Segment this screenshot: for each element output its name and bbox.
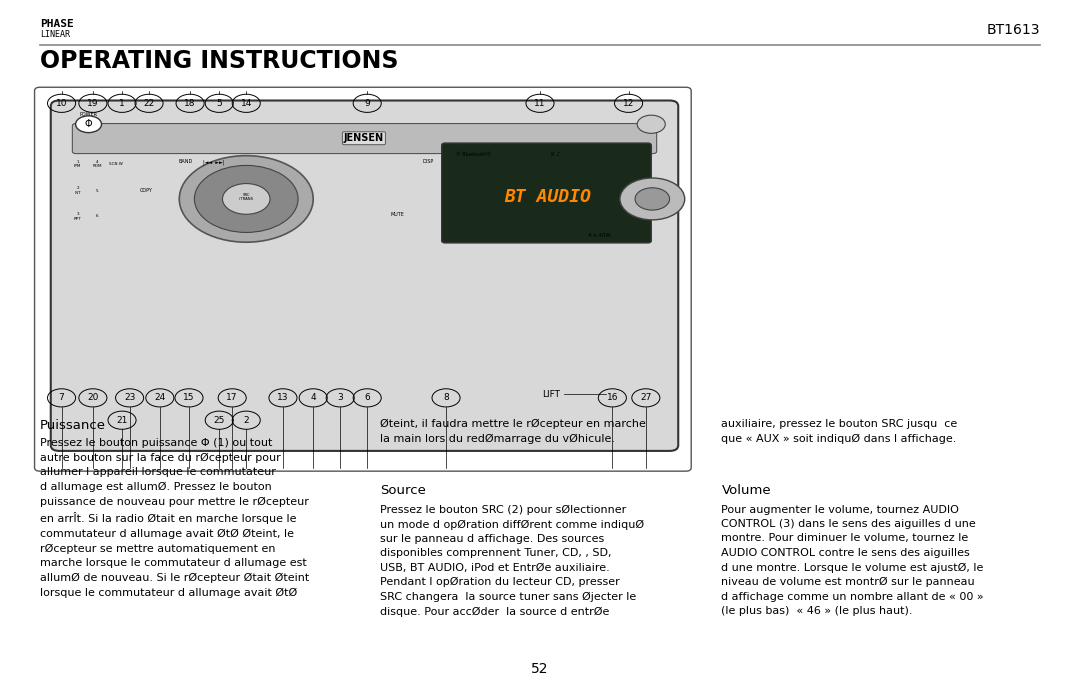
Text: POWER: POWER — [80, 112, 97, 117]
Text: Pressez le bouton puissance Φ (1) ou tout
autre bouton sur la face du rØcepteur : Pressez le bouton puissance Φ (1) ou tou… — [40, 438, 309, 597]
Text: 10: 10 — [56, 99, 67, 107]
Text: 22: 22 — [144, 99, 154, 107]
FancyBboxPatch shape — [442, 143, 651, 243]
Text: 14: 14 — [241, 99, 252, 107]
Text: 13: 13 — [278, 394, 288, 402]
Text: 27: 27 — [640, 394, 651, 402]
Text: Source: Source — [380, 484, 426, 497]
Text: 7: 7 — [58, 394, 65, 402]
Text: 16: 16 — [607, 394, 618, 402]
Circle shape — [76, 116, 102, 133]
Text: Volume: Volume — [721, 484, 771, 497]
Text: 2: 2 — [243, 416, 249, 424]
Circle shape — [222, 184, 270, 214]
Text: Ⅱ ♪: Ⅱ ♪ — [551, 151, 559, 157]
Text: 6: 6 — [364, 394, 370, 402]
Text: SRC
/TRANS: SRC /TRANS — [239, 193, 254, 201]
Text: BAND: BAND — [178, 159, 193, 165]
Text: 6: 6 — [96, 214, 98, 218]
Text: 18: 18 — [185, 99, 195, 107]
Text: 3: 3 — [337, 394, 343, 402]
Text: Pour augmenter le volume, tournez AUDIO
CONTROL (3) dans le sens des aiguilles d: Pour augmenter le volume, tournez AUDIO … — [721, 505, 984, 616]
Text: 24: 24 — [154, 394, 165, 402]
FancyBboxPatch shape — [51, 101, 678, 451]
Text: 4: 4 — [310, 394, 316, 402]
Circle shape — [637, 115, 665, 133]
Text: Φ: Φ — [84, 119, 93, 129]
Text: 1
P/M: 1 P/M — [75, 160, 81, 168]
Text: Puissance: Puissance — [40, 419, 106, 432]
Text: LINEAR: LINEAR — [40, 31, 70, 39]
Circle shape — [194, 165, 298, 232]
Text: DISP: DISP — [422, 159, 433, 165]
Text: JENSEN: JENSEN — [343, 133, 384, 143]
Text: 52: 52 — [531, 662, 549, 676]
Text: Pressez le bouton SRC (2) pour sØlectionner
un mode d opØration diffØrent comme : Pressez le bouton SRC (2) pour sØlection… — [380, 505, 645, 617]
Text: BT1613: BT1613 — [986, 23, 1040, 37]
Text: 25: 25 — [214, 416, 225, 424]
Text: 9: 9 — [364, 99, 370, 107]
Text: 23: 23 — [124, 394, 135, 402]
Text: 4 x 40W: 4 x 40W — [588, 232, 611, 238]
Text: MUTE: MUTE — [391, 211, 404, 217]
Text: 1: 1 — [119, 99, 125, 107]
Circle shape — [179, 156, 313, 242]
Text: Øteint, il faudra mettre le rØcepteur en marche
la main lors du redØmarrage du v: Øteint, il faudra mettre le rØcepteur en… — [380, 419, 646, 444]
Text: 11: 11 — [535, 99, 545, 107]
Text: 12: 12 — [623, 99, 634, 107]
Text: 2
INT: 2 INT — [75, 186, 81, 195]
Text: 4
RDM: 4 RDM — [93, 160, 102, 168]
Text: 5: 5 — [216, 99, 222, 107]
Text: COPY: COPY — [139, 188, 152, 193]
Text: 20: 20 — [87, 394, 98, 402]
FancyBboxPatch shape — [35, 87, 691, 471]
Circle shape — [635, 188, 670, 210]
Text: |◄◄  ►►|: |◄◄ ►►| — [203, 159, 225, 165]
Text: 21: 21 — [117, 416, 127, 424]
Text: LIFT: LIFT — [542, 390, 561, 399]
Text: 5: 5 — [96, 188, 98, 193]
Text: OPERATING INSTRUCTIONS: OPERATING INSTRUCTIONS — [40, 50, 399, 73]
Text: auxiliaire, pressez le bouton SRC jusqu  ce
que « AUX » soit indiquØ dans l affi: auxiliaire, pressez le bouton SRC jusqu … — [721, 419, 958, 443]
Text: SCN W: SCN W — [109, 162, 122, 166]
Text: 15: 15 — [184, 394, 194, 402]
Text: ® Bluetooth®: ® Bluetooth® — [456, 151, 490, 157]
Text: 17: 17 — [227, 394, 238, 402]
Text: 19: 19 — [87, 99, 98, 107]
Text: PHASE: PHASE — [40, 20, 73, 29]
Circle shape — [620, 178, 685, 220]
Text: BT AUDIO: BT AUDIO — [504, 188, 591, 206]
Text: 8: 8 — [443, 394, 449, 402]
FancyBboxPatch shape — [72, 124, 657, 154]
Text: 3
RPT: 3 RPT — [73, 212, 82, 221]
